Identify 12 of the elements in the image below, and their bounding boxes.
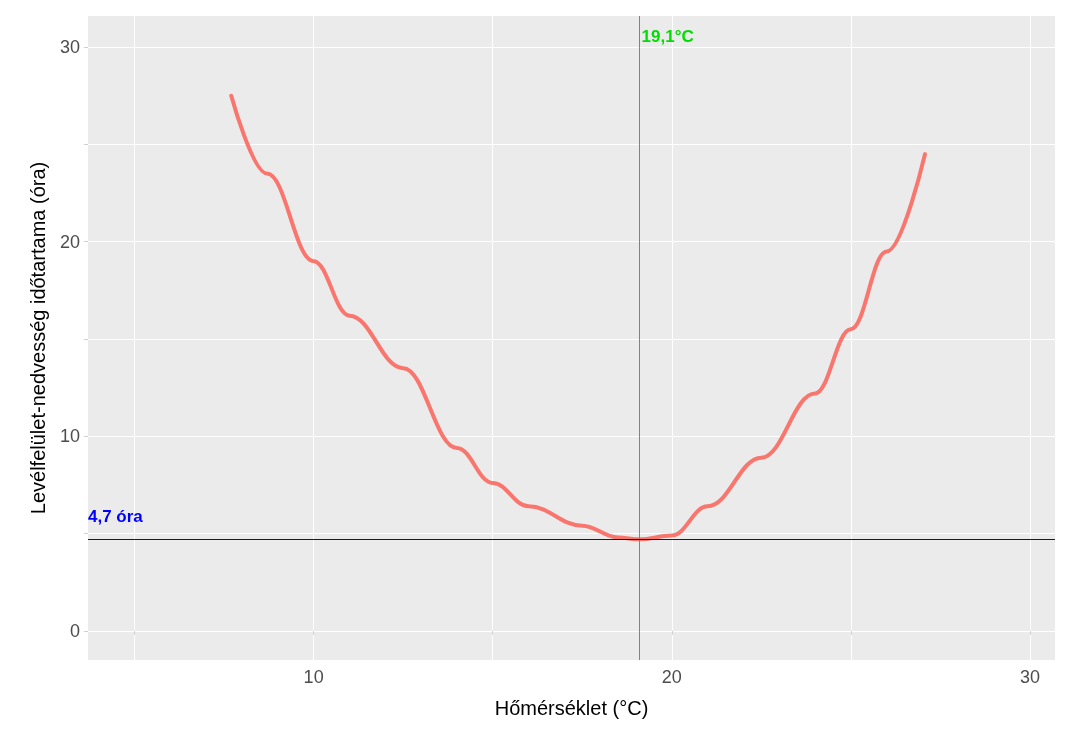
y-tick-label: 30 <box>59 37 80 58</box>
x-tick-label: 20 <box>661 667 682 687</box>
y-axis-title: Levélfelület-nedvesség időtartama (óra) <box>27 161 49 515</box>
x-tick-label: 10 <box>303 667 324 687</box>
line-series <box>229 93 927 542</box>
x-tick-label: 30 <box>1019 667 1040 687</box>
y-tick-label: 20 <box>59 231 80 252</box>
ref-line-label: 19,1°C <box>641 27 694 46</box>
x-axis-title: Hőmérséklet (°C) <box>494 697 649 719</box>
y-tick-label: 0 <box>69 620 80 641</box>
ref-line-label: 4,7 óra <box>88 507 144 527</box>
y-tick-label: 10 <box>59 426 80 447</box>
